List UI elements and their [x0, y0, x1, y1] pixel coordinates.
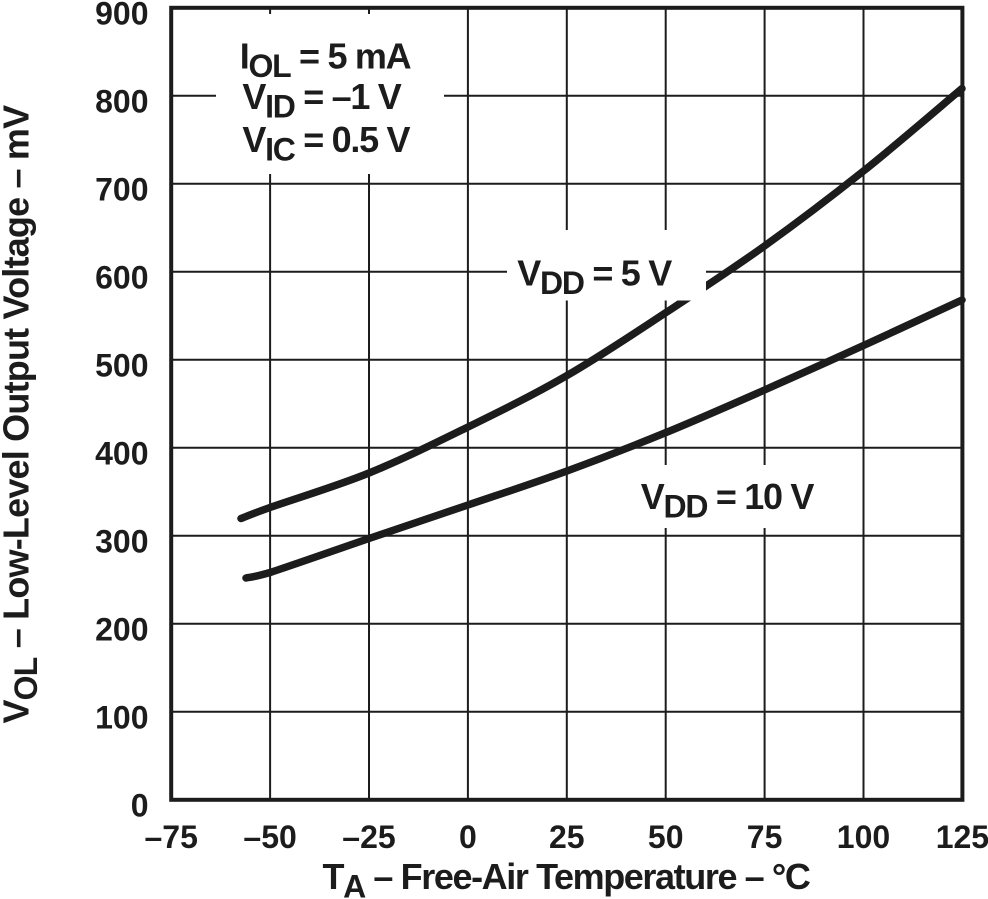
svg-text:–50: –50 — [243, 819, 296, 855]
svg-text:VIC = 0.5 V: VIC = 0.5 V — [242, 119, 410, 168]
svg-text:25: 25 — [549, 819, 585, 855]
svg-text:50: 50 — [648, 819, 684, 855]
svg-text:0: 0 — [131, 787, 149, 823]
svg-text:125: 125 — [936, 819, 988, 855]
svg-text:VID = –1 V: VID = –1 V — [242, 76, 401, 125]
svg-text:–75: –75 — [145, 819, 198, 855]
svg-text:TA – Free-Air Temperature – °C: TA – Free-Air Temperature – °C — [322, 856, 810, 899]
svg-text:500: 500 — [95, 347, 148, 383]
svg-text:75: 75 — [747, 819, 783, 855]
svg-text:700: 700 — [95, 171, 148, 207]
svg-text:400: 400 — [95, 435, 148, 471]
svg-text:VDD = 5 V: VDD = 5 V — [517, 253, 672, 302]
svg-text:800: 800 — [95, 83, 148, 119]
svg-text:200: 200 — [95, 611, 148, 647]
svg-text:900: 900 — [95, 0, 148, 31]
svg-text:100: 100 — [837, 819, 890, 855]
svg-text:0: 0 — [459, 819, 477, 855]
svg-text:–25: –25 — [342, 819, 395, 855]
svg-text:100: 100 — [95, 699, 148, 735]
svg-text:600: 600 — [95, 259, 148, 295]
svg-text:300: 300 — [95, 523, 148, 559]
